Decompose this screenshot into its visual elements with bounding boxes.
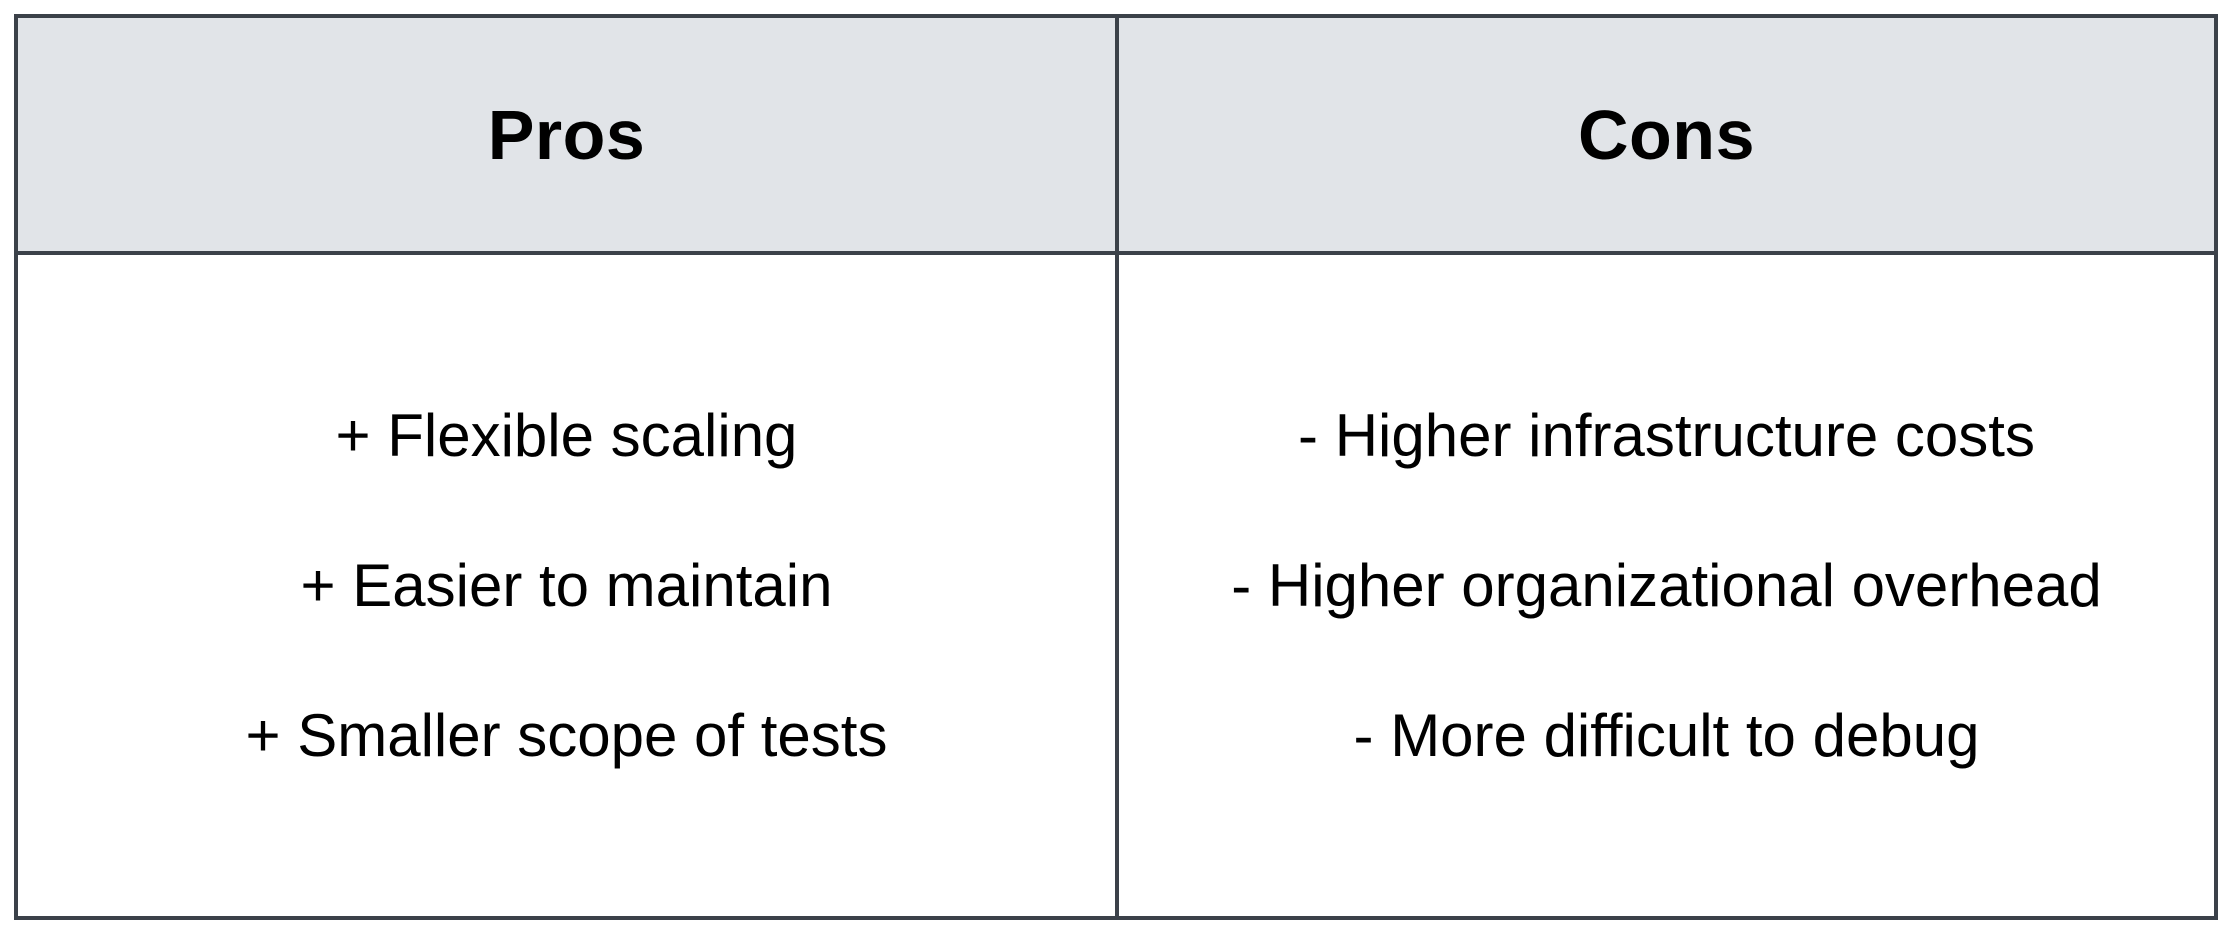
pros-item: + Easier to maintain (300, 551, 833, 619)
cons-item: - Higher organizational overhead (1231, 551, 2102, 619)
pros-header: Pros (487, 95, 646, 174)
pros-cons-table: Pros Cons + Flexible scaling + Easier to… (14, 14, 2218, 920)
cons-item: - Higher infrastructure costs (1298, 401, 2035, 469)
cons-list: - Higher infrastructure costs - Higher o… (1231, 361, 2102, 811)
pros-item: + Smaller scope of tests (245, 701, 888, 769)
cons-item: - More difficult to debug (1353, 701, 1980, 769)
pros-list: + Flexible scaling + Easier to maintain … (246, 361, 888, 811)
cons-body-cell: - Higher infrastructure costs - Higher o… (1119, 255, 2214, 916)
pros-item: + Flexible scaling (335, 401, 798, 469)
cons-header-cell: Cons (1119, 18, 2214, 255)
pros-header-cell: Pros (18, 18, 1119, 255)
pros-body-cell: + Flexible scaling + Easier to maintain … (18, 255, 1119, 916)
cons-header: Cons (1578, 95, 1755, 174)
